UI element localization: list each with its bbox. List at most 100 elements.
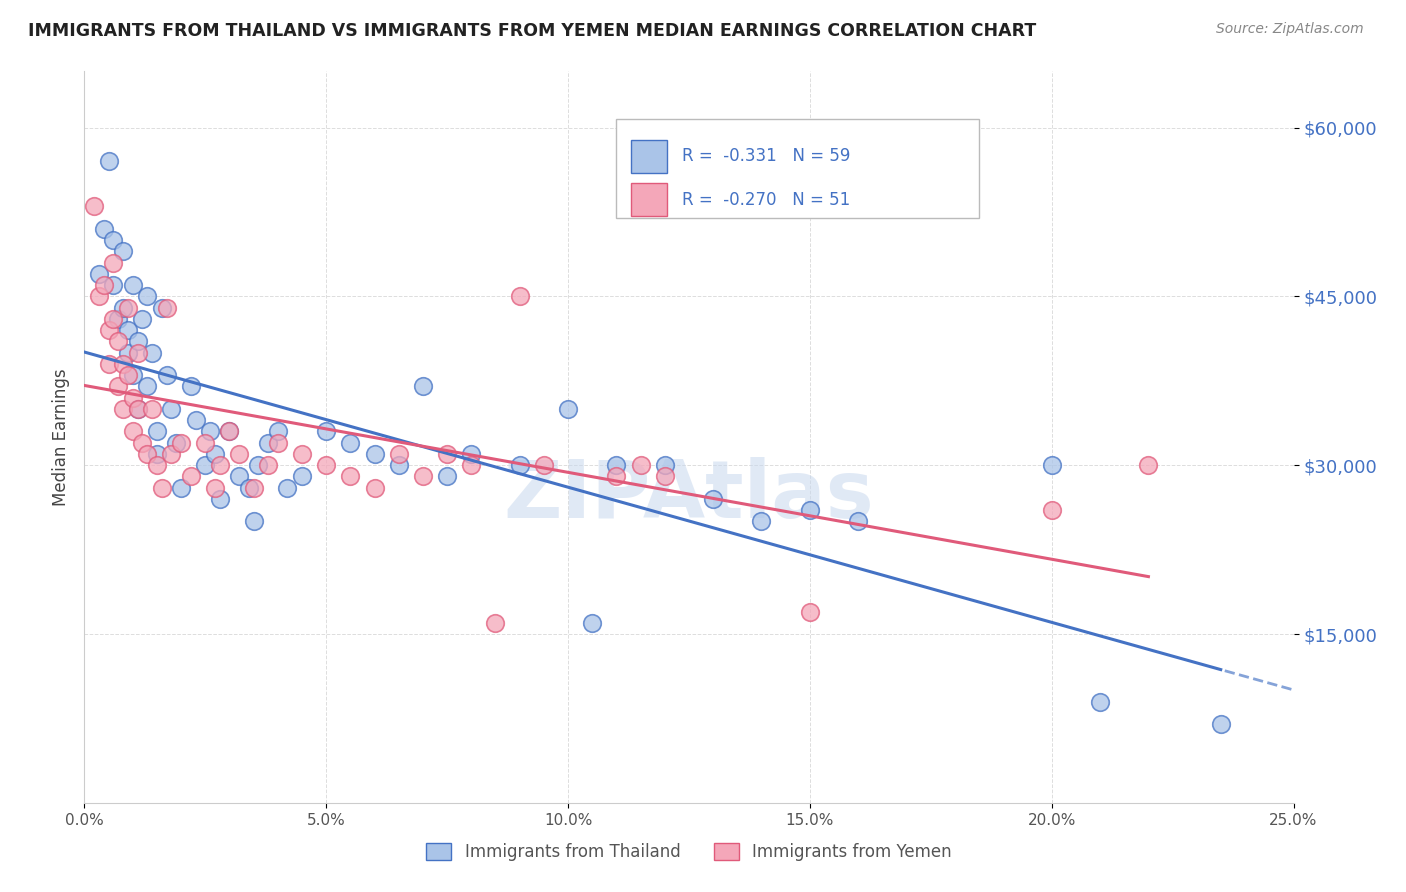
Point xyxy=(97,357,120,371)
Point xyxy=(208,458,231,473)
Point xyxy=(1209,717,1232,731)
Point xyxy=(702,491,724,506)
Point xyxy=(242,515,264,529)
Point xyxy=(218,425,240,439)
Point xyxy=(291,469,314,483)
Point xyxy=(228,469,250,483)
Point xyxy=(150,301,173,315)
Point xyxy=(121,391,143,405)
Point xyxy=(436,447,458,461)
Point xyxy=(141,401,163,416)
Point xyxy=(388,458,411,473)
Point xyxy=(198,425,221,439)
Point xyxy=(238,481,260,495)
Point xyxy=(112,401,135,416)
Point xyxy=(87,289,110,303)
Point xyxy=(117,323,139,337)
Point xyxy=(155,368,177,383)
Bar xyxy=(631,140,668,173)
Point xyxy=(155,301,177,315)
Point xyxy=(97,323,120,337)
Point xyxy=(276,481,298,495)
Point xyxy=(257,435,280,450)
Point xyxy=(363,481,385,495)
FancyBboxPatch shape xyxy=(616,119,979,218)
Point xyxy=(127,334,149,349)
Point xyxy=(1088,694,1111,708)
Point xyxy=(654,458,676,473)
Point xyxy=(107,312,129,326)
Point xyxy=(150,481,173,495)
Point xyxy=(194,435,217,450)
Point xyxy=(204,481,226,495)
Y-axis label: Median Earnings: Median Earnings xyxy=(52,368,70,506)
Point xyxy=(204,447,226,461)
Point xyxy=(267,425,290,439)
Text: R =  -0.331   N = 59: R = -0.331 N = 59 xyxy=(682,147,851,165)
Point xyxy=(460,458,482,473)
Point xyxy=(605,469,627,483)
Point xyxy=(315,425,337,439)
Point xyxy=(103,255,125,269)
Point xyxy=(131,435,153,450)
Point xyxy=(136,379,159,393)
Point xyxy=(228,447,250,461)
Point xyxy=(146,447,169,461)
Point xyxy=(87,267,110,281)
Point xyxy=(412,379,434,393)
Bar xyxy=(631,184,668,217)
Point xyxy=(112,357,135,371)
Point xyxy=(127,401,149,416)
Point xyxy=(127,401,149,416)
Point xyxy=(127,345,149,359)
Point xyxy=(412,469,434,483)
Point xyxy=(146,458,169,473)
Point xyxy=(180,469,202,483)
Point xyxy=(180,379,202,393)
Text: Source: ZipAtlas.com: Source: ZipAtlas.com xyxy=(1216,22,1364,37)
Point xyxy=(117,345,139,359)
Point xyxy=(436,469,458,483)
Point xyxy=(654,469,676,483)
Text: IMMIGRANTS FROM THAILAND VS IMMIGRANTS FROM YEMEN MEDIAN EARNINGS CORRELATION CH: IMMIGRANTS FROM THAILAND VS IMMIGRANTS F… xyxy=(28,22,1036,40)
Point xyxy=(136,289,159,303)
Point xyxy=(146,425,169,439)
Point xyxy=(121,425,143,439)
Point xyxy=(103,278,125,293)
Point xyxy=(630,458,652,473)
Point xyxy=(103,312,125,326)
Point xyxy=(242,481,264,495)
Point xyxy=(117,301,139,315)
Point xyxy=(363,447,385,461)
Point xyxy=(93,278,115,293)
Point xyxy=(184,413,207,427)
Point xyxy=(339,469,361,483)
Point xyxy=(460,447,482,461)
Point xyxy=(315,458,337,473)
Point xyxy=(194,458,217,473)
Point xyxy=(509,458,531,473)
Point xyxy=(509,289,531,303)
Point xyxy=(117,368,139,383)
Point xyxy=(1137,458,1160,473)
Point xyxy=(339,435,361,450)
Point xyxy=(218,425,240,439)
Point xyxy=(846,515,869,529)
Point xyxy=(107,334,129,349)
Point xyxy=(484,615,506,630)
Point xyxy=(136,447,159,461)
Text: R =  -0.270   N = 51: R = -0.270 N = 51 xyxy=(682,191,851,209)
Text: ZIPAtlas: ZIPAtlas xyxy=(503,457,875,534)
Point xyxy=(257,458,280,473)
Point xyxy=(97,154,120,169)
Point xyxy=(160,447,183,461)
Point xyxy=(799,605,821,619)
Point xyxy=(1040,458,1063,473)
Point xyxy=(533,458,555,473)
Point xyxy=(1040,503,1063,517)
Point xyxy=(160,401,183,416)
Point xyxy=(170,481,193,495)
Point xyxy=(581,615,603,630)
Legend: Immigrants from Thailand, Immigrants from Yemen: Immigrants from Thailand, Immigrants fro… xyxy=(419,836,959,868)
Point xyxy=(112,244,135,259)
